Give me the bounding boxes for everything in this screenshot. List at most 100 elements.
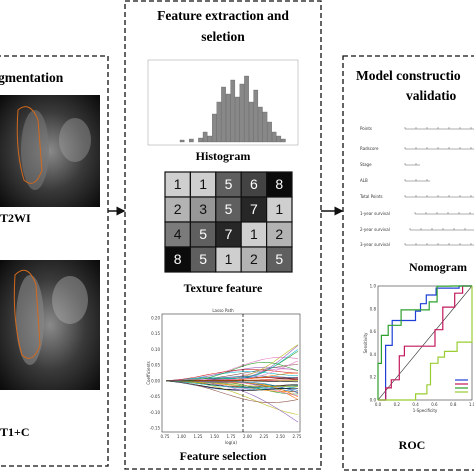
x-axis-label: log(α)	[225, 440, 237, 445]
y-tick-label: 0.00	[151, 378, 160, 383]
y-tick-label: -0.10	[150, 410, 161, 415]
nomogram-plot: Points Radscore Stage ALB Total Points 1-year…	[359, 126, 474, 247]
x-axis-label: 1-Specificity	[413, 408, 438, 413]
nomogram-row-label: Points	[360, 126, 372, 131]
hist-bar	[235, 96, 240, 143]
hist-bar	[189, 138, 194, 143]
y-tick-label: 0.15	[151, 331, 160, 336]
model-box	[342, 55, 474, 471]
plot-frame	[377, 285, 473, 401]
y-tick-label: 0.6	[370, 329, 377, 334]
x-tick-label: 0.6	[431, 402, 438, 407]
y-tick-label: -0.15	[150, 426, 161, 431]
image-label: T2WI	[0, 211, 31, 225]
segmentation-title: gmentation	[0, 70, 64, 85]
texture-label: Texture feature	[184, 281, 263, 295]
nomogram-row-label: 1-year survival	[360, 211, 390, 216]
roc-curve	[378, 285, 472, 401]
roc-curve	[378, 286, 473, 401]
grid-cell	[266, 171, 293, 198]
nomogram-row-label: 3-year survival	[360, 242, 390, 247]
hist-bar	[244, 75, 249, 143]
x-tick-label: 2.00	[243, 434, 252, 439]
mri-image	[0, 95, 100, 207]
hist-bar	[253, 89, 259, 143]
grid-number: 3	[199, 201, 207, 217]
grid-cell	[215, 221, 242, 248]
grid-number: 5	[199, 226, 207, 242]
lasso-curve	[165, 380, 299, 403]
grid-number: 8	[275, 176, 283, 192]
hist-bar	[207, 135, 213, 143]
lasso-label: Feature selection	[180, 449, 267, 463]
features-title: Feature extraction and	[157, 8, 289, 23]
lasso-curve	[165, 350, 299, 382]
grid-number: 1	[174, 176, 182, 192]
y-tick-label: 0.10	[151, 347, 160, 352]
hist-bar	[216, 101, 222, 143]
x-tick-label: 1.00	[177, 434, 186, 439]
y-tick-label: 0.4	[370, 352, 377, 357]
roc-plot: 0.00.0 0.2 0.2 0.4 0.4 0.6 0.6 0.8 0.8 1.0 1.0 Sens…	[363, 284, 474, 414]
grid-number: 7	[250, 201, 258, 217]
grid-number: 6	[250, 176, 258, 192]
x-tick-label: 0.0	[375, 402, 382, 407]
x-tick-label: 2.75	[293, 434, 302, 439]
hist-bar	[239, 83, 245, 143]
hist-bar	[271, 131, 277, 143]
nomogram-row-label: Total Points	[359, 194, 383, 199]
nomogram-row-label: Stage	[360, 162, 372, 167]
grid-number: 2	[275, 226, 283, 242]
hist-bar	[225, 93, 231, 143]
lasso-curve	[166, 380, 299, 387]
features-title: seletion	[201, 29, 245, 44]
histogram-label: Histogram	[196, 149, 251, 163]
lasso-curve	[166, 380, 298, 383]
model-title: validatio	[406, 88, 457, 103]
nomogram-row-label: Radscore	[360, 146, 379, 151]
hist-bar	[258, 106, 263, 143]
features-box	[124, 0, 322, 470]
texture-grid: 1 1 5 6 8 2 3 5 7 1 4 5 7 1 2 8 5 1 2 5	[164, 171, 293, 273]
grid-cell	[266, 196, 293, 223]
y-tick-label: 0.0	[370, 398, 377, 403]
grid-number: 2	[250, 251, 258, 267]
y-tick-label: 0.05	[151, 363, 160, 368]
grid-number: 7	[225, 226, 233, 242]
grid-cell	[189, 221, 217, 248]
grid-cell	[266, 221, 293, 248]
roc-curve	[378, 285, 472, 401]
hist-bar	[267, 121, 272, 143]
lasso-curve	[166, 362, 299, 382]
hist-bar	[221, 86, 226, 143]
hist-bar	[262, 111, 268, 143]
lasso-curve	[165, 369, 299, 381]
x-tick-label: 1.0	[469, 402, 474, 407]
nomogram-row-label: ALB	[360, 178, 368, 183]
x-tick-label: 2.25	[260, 434, 269, 439]
grid-number: 1	[225, 251, 233, 267]
x-tick-label: 1.25	[194, 434, 203, 439]
model-title: Model constructio	[356, 68, 461, 83]
grid-number: 1	[275, 201, 283, 217]
grid-cell	[240, 221, 268, 248]
hist-bar	[230, 79, 236, 143]
hist-bar	[248, 101, 254, 143]
y-tick-label: 0.8	[370, 306, 377, 311]
hist-bar	[212, 113, 217, 143]
grid-cell	[215, 196, 242, 223]
hist-bar	[179, 139, 185, 143]
y-tick-label: 0.20	[151, 316, 160, 321]
lasso-curve	[165, 360, 299, 382]
segmentation-box	[0, 55, 109, 467]
plot-frame	[147, 59, 299, 146]
grid-number: 5	[225, 201, 233, 217]
image-label: T1+C	[0, 425, 30, 439]
x-tick-label: 1.75	[227, 434, 236, 439]
y-tick-label: -0.05	[150, 394, 161, 399]
grid-number: 2	[174, 201, 182, 217]
x-tick-label: 0.75	[161, 434, 170, 439]
grid-number: 5	[225, 176, 233, 192]
nomogram-row-label: 2-year survival	[360, 227, 390, 232]
